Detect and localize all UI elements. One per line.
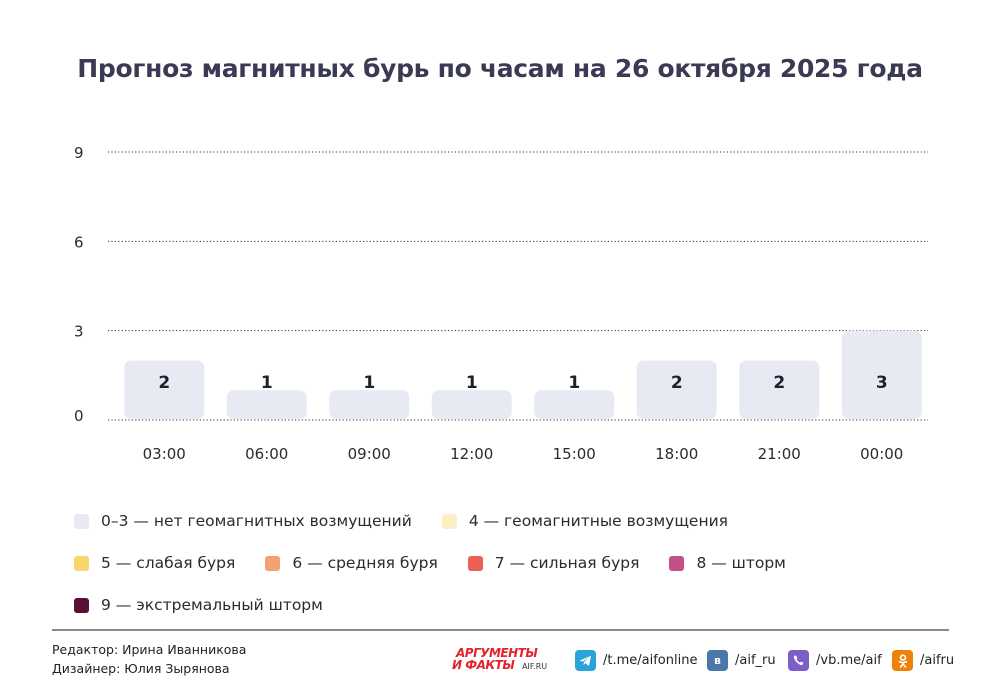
brand-line2: И ФАКТЫ <box>452 658 515 672</box>
ok-link[interactable]: /aifru <box>892 650 954 671</box>
legend-swatch <box>441 513 457 529</box>
bar-06:00 <box>226 390 307 419</box>
y-tick-label: 0 <box>74 407 84 425</box>
legend-label: 0–3 — нет геомагнитных возмущений <box>101 512 412 530</box>
telegram-link[interactable]: /t.me/aifonline <box>575 650 697 671</box>
odnoklassniki-icon <box>892 650 913 671</box>
bar-value-label: 3 <box>876 373 888 393</box>
x-tick-label: 09:00 <box>348 445 391 463</box>
chart-title: Прогноз магнитных бурь по часам на 26 ок… <box>77 54 923 83</box>
legend-swatch <box>74 597 89 613</box>
bar-value-label: 2 <box>158 373 170 393</box>
bar-12:00 <box>431 390 512 419</box>
legend-item: 8 — шторм <box>669 554 786 572</box>
bar-value-label: 1 <box>466 373 478 393</box>
bar-value-label: 2 <box>671 373 683 393</box>
brand-domain: AIF.RU <box>522 662 548 671</box>
legend-swatch <box>467 555 483 571</box>
y-tick-label: 6 <box>74 233 84 251</box>
legend-label: 7 — сильная буря <box>494 554 640 572</box>
viber-label: /vb.me/aif <box>816 653 882 668</box>
legend-item: 7 — сильная буря <box>467 554 640 572</box>
legend-label: 9 — экстремальный шторм <box>101 596 323 614</box>
editor-credit: Редактор: Ирина Иванникова <box>52 642 247 657</box>
bar-value-label: 2 <box>773 373 785 393</box>
aif-logo[interactable]: АРГУМЕНТЫ И ФАКТЫ AIF.RU <box>452 646 560 674</box>
legend-row: 9 — экстремальный шторм <box>74 584 954 626</box>
x-tick-label: 21:00 <box>758 445 801 463</box>
bar-15:00 <box>534 390 615 419</box>
vk-icon: в <box>707 650 728 671</box>
bar-value-label: 1 <box>261 373 273 393</box>
legend: 0–3 — нет геомагнитных возмущений 4 — гео… <box>74 500 954 626</box>
bars <box>124 330 922 419</box>
legend-item: 6 — средняя буря <box>265 554 438 572</box>
legend-item: 5 — слабая буря <box>74 554 235 572</box>
legend-swatch <box>74 555 89 571</box>
labels: 0 3 6 9 2 03:00 1 06:00 1 09:00 1 12:00 1 15:00 2 18:00… <box>74 144 903 463</box>
legend-label: 5 — слабая буря <box>101 554 236 572</box>
bar-18:00 <box>636 360 717 419</box>
ok-label: /aifru <box>920 653 955 668</box>
telegram-label: /t.me/aifonline <box>603 653 698 668</box>
legend-swatch <box>265 555 281 571</box>
designer-credit: Дизайнер: Юлия Зырянова <box>52 661 230 676</box>
vk-link[interactable]: в /aif_ru <box>707 650 776 671</box>
x-tick-label: 15:00 <box>553 445 596 463</box>
viber-link[interactable]: /vb.me/aif <box>788 650 882 671</box>
x-tick-label: 03:00 <box>143 445 186 463</box>
legend-row: 5 — слабая буря 6 — средняя буря 7 — сильн… <box>74 542 954 584</box>
bar-21:00 <box>739 360 820 419</box>
legend-swatch <box>669 555 685 571</box>
legend-item: 0–3 — нет геомагнитных возмущений <box>74 512 412 530</box>
grid <box>108 151 928 421</box>
y-tick-label: 9 <box>74 144 84 162</box>
viber-icon <box>788 650 809 671</box>
legend-row: 0–3 — нет геомагнитных возмущений 4 — гео… <box>74 500 954 542</box>
telegram-icon <box>575 650 596 671</box>
x-tick-label: 18:00 <box>655 445 698 463</box>
credits: Редактор: Ирина Иванникова Дизайнер: Юли… <box>52 640 246 678</box>
legend-swatch <box>74 513 89 529</box>
x-tick-label: 00:00 <box>860 445 903 463</box>
legend-item: 4 — геомагнитные возмущения <box>441 512 728 530</box>
brand-line1: АРГУМЕНТЫ <box>456 646 538 660</box>
bar-09:00 <box>329 390 410 419</box>
bar-03:00 <box>124 360 205 419</box>
legend-label: 4 — геомагнитные возмущения <box>468 512 728 530</box>
footer-divider <box>52 629 949 631</box>
x-tick-label: 06:00 <box>245 445 288 463</box>
y-tick-label: 3 <box>74 323 84 341</box>
legend-label: 6 — средняя буря <box>292 554 438 572</box>
legend-item: 9 — экстремальный шторм <box>74 596 323 614</box>
legend-label: 8 — шторм <box>696 554 786 572</box>
bar-value-label: 1 <box>568 373 580 393</box>
x-tick-label: 12:00 <box>450 445 493 463</box>
vk-label: /aif_ru <box>735 653 776 668</box>
bar-value-label: 1 <box>363 373 375 393</box>
bar-00:00 <box>841 330 922 419</box>
bar-chart: 0 3 6 9 2 03:00 1 06:00 1 09:00 1 12:00 1 15:00 2 18:00… <box>74 144 928 463</box>
